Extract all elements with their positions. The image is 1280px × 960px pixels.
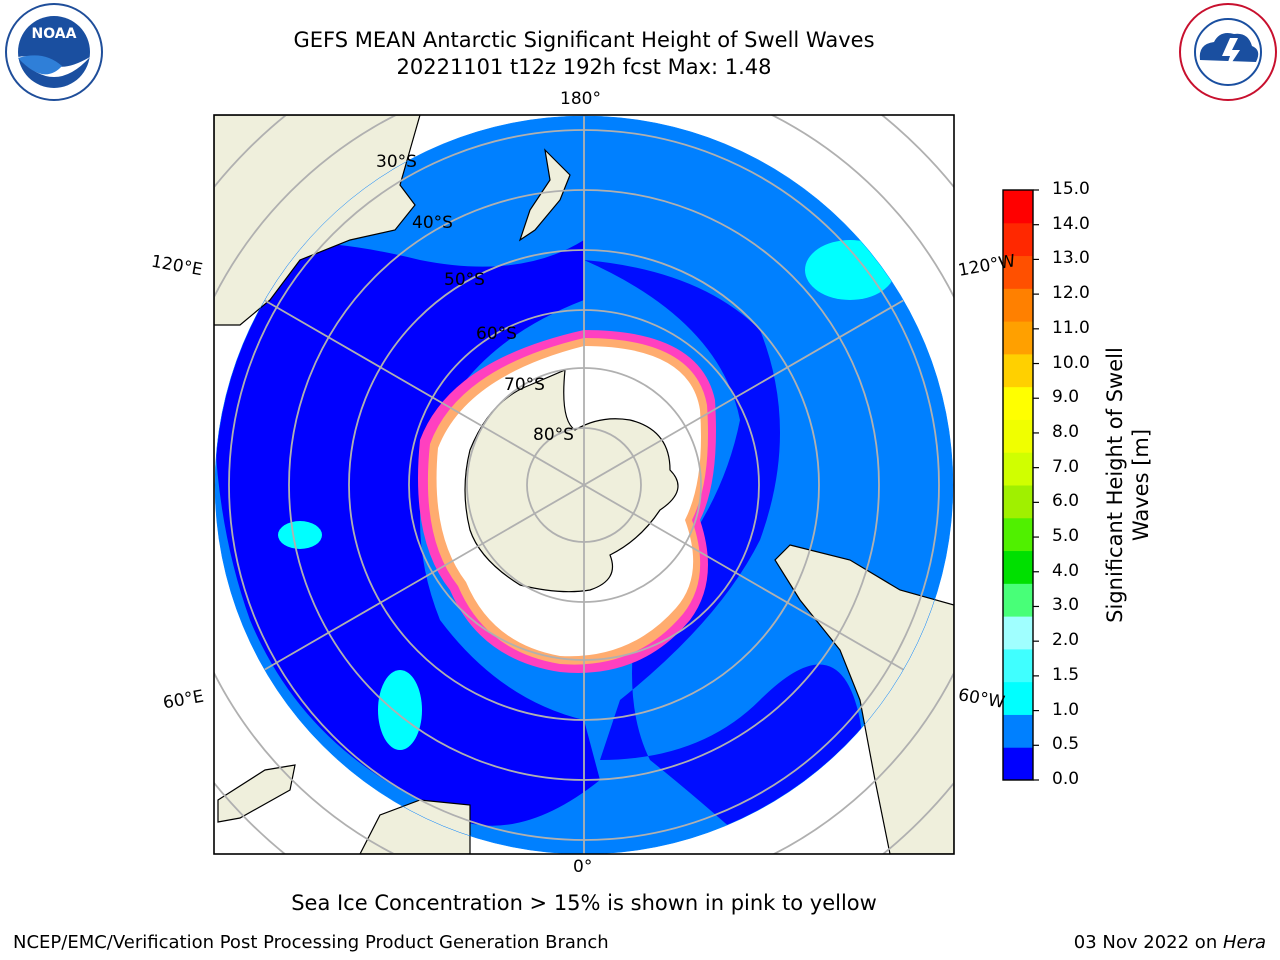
colorbar-tick-label: 13.0 — [1052, 248, 1090, 269]
lat-label-80s: 80°S — [533, 425, 574, 445]
colorbar-border — [1002, 189, 1034, 781]
swell-patch-w — [278, 521, 322, 549]
colorbar-tick-label: 10.0 — [1052, 352, 1090, 373]
footer-date-text: 03 Nov 2022 on — [1073, 932, 1223, 953]
colorbar-tick-label: 1.0 — [1052, 699, 1080, 720]
colorbar-tick-label: 0.5 — [1052, 734, 1080, 755]
colorbar-swatch — [1003, 222, 1033, 257]
colorbar-swatch — [1003, 485, 1033, 519]
footer-credit: NCEP/EMC/Verification Post Processing Pr… — [13, 932, 609, 953]
lat-label-70s: 70°S — [504, 375, 545, 395]
colorbar-tick-label: 7.0 — [1052, 456, 1080, 477]
antarctica-land — [464, 369, 679, 593]
lon-label-180: 180° — [560, 89, 601, 109]
chart-title: GEFS MEAN Antarctic Significant Height o… — [293, 28, 875, 52]
noaa-logo: NOAA — [4, 2, 104, 106]
colorbar-swatch — [1003, 353, 1033, 388]
colorbar-tick-label: 9.0 — [1052, 387, 1080, 408]
madagascar-land — [217, 764, 296, 823]
colorbar-tick-label: 2.0 — [1052, 630, 1080, 651]
colorbar-swatch — [1003, 616, 1033, 650]
map-frame — [213, 114, 955, 855]
footer-host: Hera — [1222, 932, 1266, 953]
colorbar — [1002, 189, 1039, 781]
colorbar-swatch — [1003, 648, 1033, 683]
colorbar-tick-label: 12.0 — [1052, 283, 1090, 304]
colorbar-tick-label: 8.0 — [1052, 421, 1080, 442]
lat-label-40s: 40°S — [412, 213, 453, 233]
colorbar-swatch — [1003, 419, 1033, 453]
colorbar-tick-label: 14.0 — [1052, 213, 1090, 234]
noaa-logo-text: NOAA — [32, 26, 77, 42]
colorbar-tick-label: 3.0 — [1052, 595, 1080, 616]
colorbar-swatch — [1003, 550, 1033, 584]
sea-ice-note: Sea Ice Concentration > 15% is shown in … — [291, 891, 877, 915]
colorbar-tick-label: 4.0 — [1052, 560, 1080, 581]
colorbar-swatch — [1003, 681, 1033, 715]
footer-date: 03 Nov 2022 on Hera — [1074, 932, 1266, 953]
colorbar-tick-label: 0.0 — [1052, 769, 1080, 789]
colorbar-tick-label: 5.0 — [1052, 526, 1080, 547]
swell-patch-sw — [378, 670, 422, 750]
colorbar-title: Significant Height of Swell Waves [m] — [1103, 347, 1153, 623]
ocean-low-swell-west — [215, 240, 600, 826]
colorbar-swatch — [1003, 452, 1033, 486]
colorbar-swatch — [1003, 747, 1033, 781]
nws-logo — [1178, 2, 1278, 106]
colorbar-tick-label: 15.0 — [1052, 179, 1090, 199]
colorbar-swatch — [1003, 255, 1033, 289]
lat-label-60s: 60°S — [476, 324, 517, 344]
colorbar-swatch — [1003, 190, 1033, 224]
colorbar-tick-label: 11.0 — [1052, 317, 1090, 338]
colorbar-swatch — [1003, 583, 1033, 617]
chart-subtitle: 20221101 t12z 192h fcst Max: 1.48 — [396, 55, 772, 79]
colorbar-tick-label: 1.5 — [1052, 664, 1080, 685]
colorbar-tick-label: 6.0 — [1052, 491, 1080, 512]
lon-label-0: 0° — [573, 857, 593, 877]
graticule — [228, 116, 940, 854]
lat-label-50s: 50°S — [444, 270, 485, 290]
colorbar-swatch — [1003, 517, 1033, 552]
colorbar-swatch — [1003, 714, 1033, 748]
lat-label-30s: 30°S — [376, 152, 417, 172]
colorbar-swatch — [1003, 321, 1033, 355]
ocean-low-swell-east — [584, 260, 880, 854]
colorbar-swatch — [1003, 386, 1033, 420]
colorbar-swatch — [1003, 288, 1033, 322]
